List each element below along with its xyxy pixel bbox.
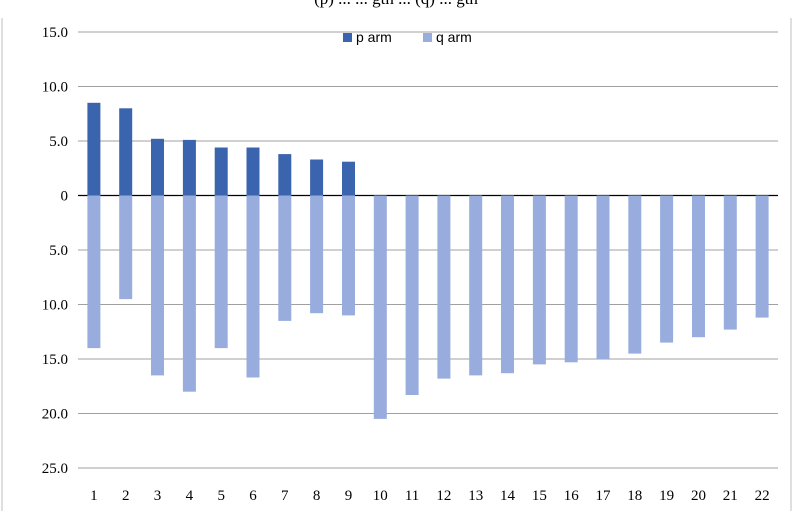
y-tick-label: 5.0 bbox=[49, 243, 68, 259]
bar-p-arm-5 bbox=[214, 147, 228, 196]
x-axis-tick-labels: 1 2 3 4 5 6 7 8 9 10 11 12 13 14 15 16 17 18 19 20 21 22 bbox=[90, 488, 769, 504]
bar-p-arm-4 bbox=[182, 139, 196, 196]
x-tick-label: 19 bbox=[659, 488, 674, 504]
bar-q-arm-14 bbox=[501, 195, 514, 374]
x-tick-label: 7 bbox=[281, 488, 289, 504]
bar-p-arm-9 bbox=[342, 161, 355, 196]
bar-q-arm-4 bbox=[182, 195, 196, 392]
x-tick-label: 9 bbox=[345, 488, 353, 504]
bar-q-arm-13 bbox=[469, 195, 483, 376]
x-tick-label: 1 bbox=[90, 488, 98, 504]
x-tick-label: 10 bbox=[373, 488, 388, 504]
bar-q-arm-2 bbox=[119, 195, 133, 300]
bar-q-arm-1 bbox=[87, 195, 101, 349]
x-tick-label: 21 bbox=[723, 488, 738, 504]
x-tick-label: 12 bbox=[436, 488, 451, 504]
bar-p-arm-6 bbox=[246, 147, 260, 196]
bar-p-arm-3 bbox=[151, 138, 164, 196]
bar-q-arm-8 bbox=[310, 195, 324, 314]
bar-q-arm-11 bbox=[405, 195, 419, 395]
legend: p arm q arm bbox=[343, 29, 472, 45]
legend-swatch-p-arm bbox=[343, 33, 352, 42]
y-tick-label: 15.0 bbox=[42, 25, 68, 41]
y-tick-label: 10.0 bbox=[42, 298, 68, 314]
y-tick-label: 20.0 bbox=[42, 407, 68, 423]
bar-q-arm-12 bbox=[437, 195, 451, 379]
y-axis-tick-labels: 15.0 10.0 5.0 0 5.0 10.0 15.0 20.0 25.0 bbox=[42, 25, 68, 477]
x-tick-label: 22 bbox=[755, 488, 770, 504]
bar-q-arm-7 bbox=[278, 195, 292, 321]
bar-q-arm-6 bbox=[246, 195, 260, 378]
x-tick-label: 11 bbox=[405, 488, 419, 504]
bar-q-arm-3 bbox=[151, 195, 164, 376]
bar-q-arm-22 bbox=[755, 195, 769, 318]
x-tick-label: 16 bbox=[564, 488, 580, 504]
y-tick-label: 5.0 bbox=[49, 134, 68, 150]
bars bbox=[87, 102, 769, 419]
legend-label-p-arm: p arm bbox=[356, 29, 392, 45]
bar-q-arm-18 bbox=[628, 195, 642, 354]
legend-swatch-q-arm bbox=[423, 33, 432, 42]
bar-p-arm-8 bbox=[310, 159, 324, 196]
bar-q-arm-10 bbox=[373, 195, 387, 419]
x-tick-label: 13 bbox=[468, 488, 483, 504]
bar-p-arm-1 bbox=[87, 102, 101, 196]
x-tick-label: 14 bbox=[500, 488, 516, 504]
bar-q-arm-15 bbox=[532, 195, 546, 365]
y-tick-label: 10.0 bbox=[42, 80, 68, 96]
bar-q-arm-5 bbox=[214, 195, 228, 349]
bar-q-arm-17 bbox=[596, 195, 610, 359]
y-tick-label: 15.0 bbox=[42, 352, 68, 368]
x-tick-label: 15 bbox=[532, 488, 547, 504]
legend-label-q-arm: q arm bbox=[436, 29, 472, 45]
x-tick-label: 17 bbox=[596, 488, 612, 504]
x-tick-label: 5 bbox=[217, 488, 225, 504]
x-tick-label: 18 bbox=[627, 488, 642, 504]
bar-p-arm-2 bbox=[119, 108, 133, 196]
x-tick-label: 2 bbox=[122, 488, 130, 504]
bar-q-arm-20 bbox=[692, 195, 705, 338]
bar-q-arm-21 bbox=[723, 195, 737, 330]
bar-q-arm-16 bbox=[564, 195, 578, 363]
x-tick-label: 20 bbox=[691, 488, 706, 504]
bar-q-arm-19 bbox=[660, 195, 674, 343]
x-tick-label: 8 bbox=[313, 488, 321, 504]
bar-p-arm-7 bbox=[278, 154, 292, 196]
y-tick-label: 0 bbox=[61, 189, 69, 205]
x-tick-label: 4 bbox=[186, 488, 194, 504]
x-tick-label: 3 bbox=[154, 488, 162, 504]
chart-title-fragment: (p) ... ... gth ... (q) ... gth bbox=[314, 0, 478, 8]
x-tick-label: 6 bbox=[249, 488, 257, 504]
y-tick-label: 25.0 bbox=[42, 461, 68, 477]
bar-q-arm-9 bbox=[342, 195, 355, 316]
